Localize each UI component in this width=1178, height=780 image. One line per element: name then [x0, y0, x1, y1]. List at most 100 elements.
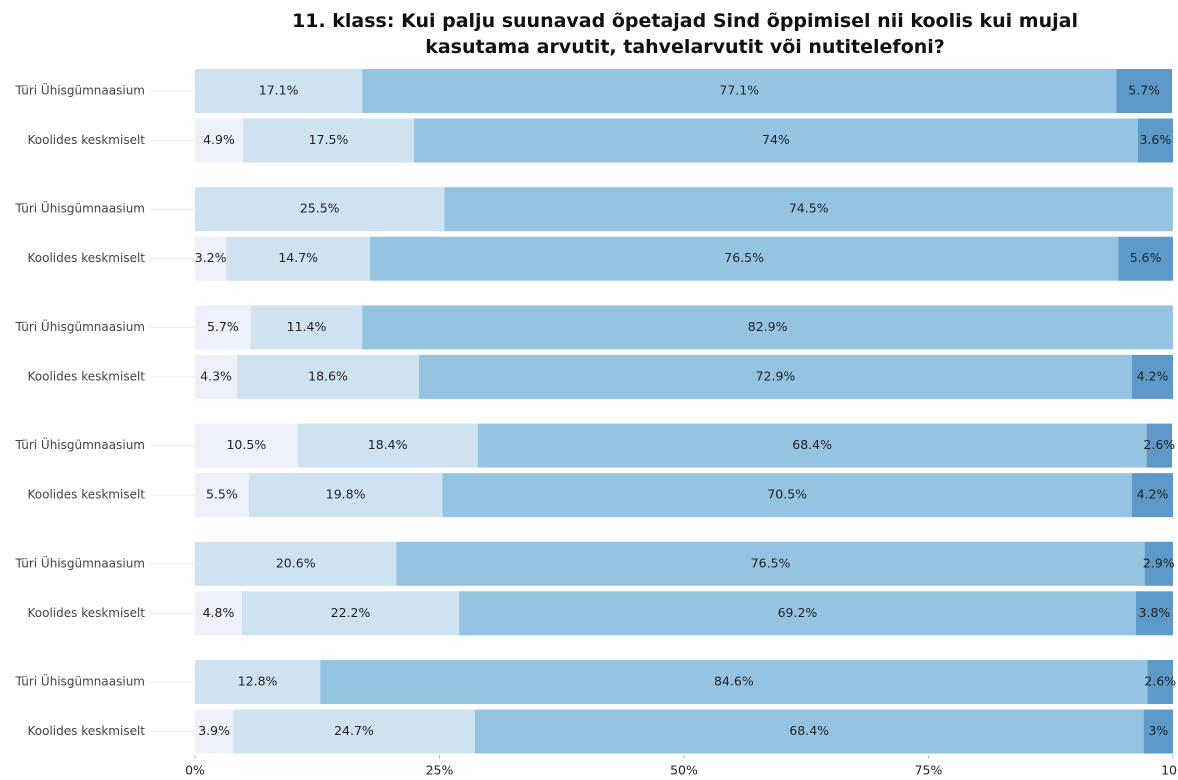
bar-segment: [1135, 591, 1173, 636]
value-label: 10.5%: [226, 437, 266, 452]
bar-segment: [195, 236, 227, 281]
bar-segment: [1143, 709, 1173, 754]
value-label: 3%: [1148, 723, 1168, 738]
bar-segment: [242, 118, 415, 163]
value-label: 3.6%: [1140, 132, 1172, 147]
bar-segment: [418, 354, 1132, 399]
value-label: 72.9%: [756, 368, 796, 383]
bar-segment: [250, 305, 363, 350]
bar-segment: [477, 423, 1147, 468]
category-label: Türi Ühisgümnaasium: [15, 82, 145, 98]
x-tick-label: 75%: [915, 763, 943, 778]
value-label: 5.5%: [206, 487, 238, 502]
bar-segment: [320, 660, 1148, 704]
bar-segment: [1131, 354, 1173, 399]
bar-segment: [1118, 236, 1173, 281]
value-label: 5.7%: [1128, 83, 1160, 98]
category-label: Türi Ühisgümnaasium: [15, 673, 145, 689]
bar-segment: [195, 709, 234, 754]
category-label: Koolides keskmiselt: [28, 369, 146, 383]
bar-segment: [1144, 541, 1173, 586]
value-label: 5.6%: [1130, 250, 1162, 265]
bar-segment: [414, 118, 1138, 163]
bar-segment: [1137, 118, 1173, 163]
value-label: 2.9%: [1143, 555, 1175, 570]
bar-segment: [1146, 423, 1173, 468]
value-label: 74%: [762, 132, 790, 147]
bar-segment: [195, 187, 445, 232]
x-tick-label: 25%: [426, 763, 454, 778]
value-label: 77.1%: [719, 83, 759, 98]
value-label: 14.7%: [278, 250, 318, 265]
category-label: Türi Ühisgümnaasium: [15, 200, 145, 216]
bar-segment: [195, 118, 243, 163]
category-label: Koolides keskmiselt: [28, 488, 146, 502]
value-label: 20.6%: [276, 555, 316, 570]
chart-title: 11. klass: Kui palju suunavad õpetajad S…: [292, 10, 1078, 58]
value-label: 4.3%: [200, 368, 232, 383]
bar-segment: [195, 473, 249, 518]
bar-segment: [474, 709, 1144, 754]
value-label: 4.9%: [203, 132, 235, 147]
value-label: 18.4%: [368, 437, 408, 452]
value-label: 5.7%: [207, 319, 239, 334]
value-label: 84.6%: [714, 674, 754, 689]
value-label: 2.6%: [1143, 437, 1175, 452]
bar-segment: [195, 69, 363, 113]
value-label: 70.5%: [767, 487, 807, 502]
value-label: 74.5%: [789, 201, 829, 216]
value-label: 18.6%: [308, 368, 348, 383]
value-label: 17.5%: [309, 132, 349, 147]
value-label: 22.2%: [331, 605, 371, 620]
bar-segment: [195, 423, 298, 468]
category-label: Türi Ühisgümnaasium: [15, 436, 145, 452]
value-label: 19.8%: [326, 487, 366, 502]
value-label: 4.2%: [1137, 487, 1169, 502]
value-label: 68.4%: [789, 723, 829, 738]
category-label: Koolides keskmiselt: [28, 606, 146, 620]
bar-segment: [195, 305, 251, 350]
value-label: 76.5%: [724, 250, 764, 265]
bar-segment: [241, 591, 460, 636]
category-label: Türi Ühisgümnaasium: [15, 318, 145, 334]
category-label: Koolides keskmiselt: [28, 724, 146, 738]
bar-segment: [459, 591, 1136, 636]
value-label: 17.1%: [259, 83, 299, 98]
value-label: 3.9%: [198, 723, 230, 738]
bar-segment: [444, 187, 1173, 232]
category-label: Türi Ühisgümnaasium: [15, 554, 145, 570]
category-label: Koolides keskmiselt: [28, 251, 146, 265]
value-label: 25.5%: [300, 201, 340, 216]
bar-segment: [1147, 660, 1173, 704]
bar-segment: [297, 423, 478, 468]
bar-segment: [195, 591, 242, 636]
value-label: 4.2%: [1137, 368, 1169, 383]
bar-segment: [233, 709, 475, 754]
bar-segment: [195, 354, 238, 399]
value-label: 2.6%: [1144, 674, 1176, 689]
value-label: 82.9%: [748, 319, 788, 334]
value-label: 69.2%: [778, 605, 818, 620]
x-tick-label: 100: [1161, 763, 1178, 778]
value-label: 68.4%: [792, 437, 832, 452]
x-tick-label: 0%: [185, 763, 205, 778]
bar-segment: [1131, 473, 1173, 518]
value-label: 3.2%: [195, 250, 227, 265]
bar-segment: [248, 473, 443, 518]
bar-segment: [195, 541, 397, 586]
bar-segment: [226, 236, 371, 281]
value-label: 11.4%: [287, 319, 327, 334]
bar-segment: [237, 354, 419, 399]
bar-segment: [370, 236, 1119, 281]
bar-segment: [1116, 69, 1173, 113]
bar-segment: [442, 473, 1132, 518]
bar-segment: [195, 660, 321, 704]
x-tick-label: 50%: [670, 763, 698, 778]
value-label: 3.8%: [1139, 605, 1171, 620]
bar-segment: [362, 69, 1117, 113]
bar-segment: [362, 305, 1173, 350]
value-label: 24.7%: [334, 723, 374, 738]
category-label: Koolides keskmiselt: [28, 133, 146, 147]
